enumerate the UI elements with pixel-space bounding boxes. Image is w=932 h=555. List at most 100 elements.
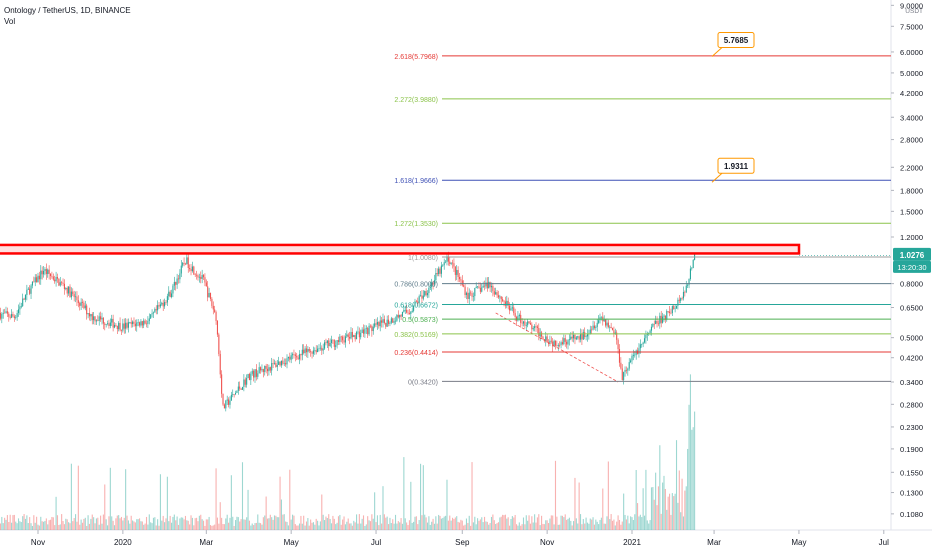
volume-bar	[272, 519, 274, 530]
volume-bar	[383, 514, 385, 530]
volume-bar	[361, 518, 363, 530]
candle-body	[34, 277, 36, 283]
volume-bar	[547, 523, 550, 530]
volume-bar	[632, 520, 634, 530]
volume-bar	[343, 516, 345, 530]
candle-body	[257, 373, 259, 377]
time-tick-label: 2021	[623, 538, 641, 547]
candle-body	[41, 270, 43, 275]
volume-bar	[179, 518, 181, 530]
candle-body	[29, 288, 31, 294]
volume-bar	[400, 518, 402, 530]
volume-bar	[296, 525, 298, 530]
volume-bar	[20, 522, 22, 530]
volume-bar	[678, 470, 680, 530]
candle-body	[675, 305, 678, 309]
candle-body	[418, 296, 420, 304]
candle-body	[642, 342, 644, 345]
volume-bar	[564, 514, 566, 530]
price-tick-label: 6.0000	[900, 48, 923, 57]
volume-bar	[525, 515, 527, 530]
volume-bar	[102, 514, 104, 530]
volume-bar	[75, 514, 77, 530]
candle-body	[621, 368, 623, 381]
candle-body	[447, 256, 449, 262]
volume-bar	[108, 516, 110, 530]
candle-body	[481, 287, 483, 292]
fib-level-label: 0.236(0.4414)	[394, 350, 438, 357]
candle-body	[368, 325, 370, 335]
volume-bar	[680, 512, 682, 530]
candle-body	[285, 363, 287, 365]
volume-bar	[656, 505, 658, 530]
candle-body	[458, 277, 461, 280]
volume-bar	[268, 518, 270, 530]
candle-body	[292, 354, 294, 356]
volume-bar	[132, 520, 134, 530]
candle-body	[209, 292, 212, 299]
candle-body	[95, 320, 97, 322]
candle-body	[98, 316, 100, 321]
candle-body	[399, 315, 401, 318]
volume-bar	[443, 516, 445, 530]
candle-body	[330, 339, 333, 343]
time-tick-label: Jul	[879, 538, 889, 547]
candle-body	[606, 322, 608, 326]
volume-bar	[566, 519, 568, 530]
candle-body	[557, 345, 559, 347]
volume-bar	[104, 484, 106, 530]
candle-body	[649, 330, 651, 334]
candle-body	[574, 334, 576, 340]
volume-bar	[88, 523, 91, 530]
volume-bar	[79, 524, 81, 530]
volume-bar	[520, 525, 522, 530]
volume-bar	[66, 519, 68, 530]
candle-body	[132, 321, 134, 325]
candle-body	[308, 349, 310, 352]
candle-body	[353, 335, 355, 337]
volume-bar	[8, 522, 10, 530]
time-tick-label: Sep	[455, 538, 470, 547]
candle-body	[453, 263, 455, 267]
volume-bar	[191, 517, 193, 530]
volume-bars	[0, 374, 696, 530]
volume-bar	[596, 521, 598, 530]
candle-body	[119, 322, 121, 331]
candle-body	[492, 285, 494, 292]
volume-bar	[332, 515, 334, 530]
candle-body	[478, 286, 480, 288]
volume-bar	[169, 515, 171, 530]
volume-bar	[534, 514, 536, 530]
volume-bar	[613, 519, 615, 530]
volume-bar	[204, 525, 206, 530]
candle-body	[680, 298, 682, 301]
candle-body	[314, 350, 316, 351]
candle-body	[339, 336, 341, 343]
candle-body	[279, 361, 281, 366]
candle-body	[436, 273, 438, 275]
volume-bar	[150, 522, 152, 530]
volume-bar	[230, 475, 232, 530]
volume-bar	[326, 518, 328, 530]
chart-header: Ontology / TetherUS, 1D, BINANCE Vol	[4, 5, 131, 27]
volume-bar	[353, 520, 355, 530]
volume-bar	[354, 522, 356, 530]
volume-bar	[226, 514, 228, 530]
volume-bar	[164, 522, 166, 530]
volume-bar	[445, 515, 447, 530]
candle-body	[16, 313, 18, 318]
candle-body	[129, 322, 131, 323]
volume-bar	[300, 515, 302, 530]
volume-bar	[44, 520, 46, 530]
callout-box	[717, 31, 755, 48]
volume-bar	[627, 515, 629, 530]
volume-bar	[282, 514, 284, 530]
candle-body	[237, 386, 239, 391]
candle-body	[534, 326, 536, 329]
candle-body	[426, 293, 429, 296]
candle-body	[6, 311, 8, 314]
candle-body	[272, 363, 274, 364]
candle-body	[677, 299, 679, 306]
